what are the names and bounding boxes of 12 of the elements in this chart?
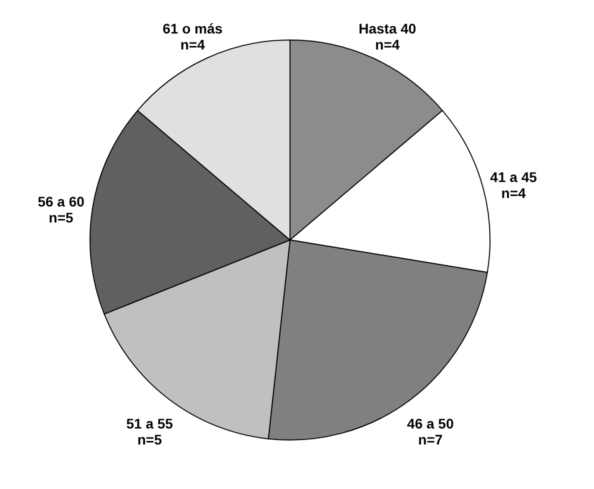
data-label: n=7 — [418, 432, 443, 448]
data-label: n=5 — [137, 432, 162, 448]
data-label: n=4 — [501, 184, 526, 201]
slice-label: 46 a 50 — [407, 416, 454, 432]
slice-label: 56 a 60 — [38, 193, 85, 210]
data-label: n=4 — [180, 36, 206, 52]
slice-label: 51 a 55 — [126, 416, 174, 432]
slice-label: 41 a 45 — [490, 168, 538, 185]
slice-label: Hasta 40 — [358, 20, 416, 36]
slice-label: 61 o más — [162, 20, 223, 36]
data-label: n=5 — [48, 209, 74, 226]
data-label: n=4 — [375, 36, 400, 52]
